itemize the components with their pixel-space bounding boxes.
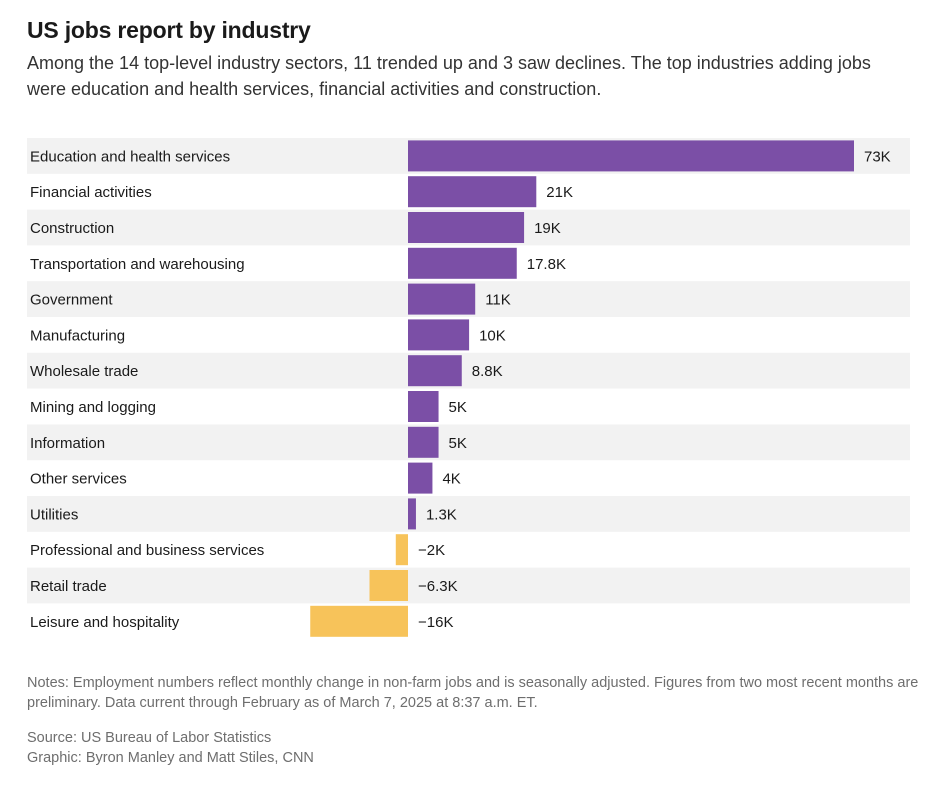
category-label: Mining and logging: [30, 399, 156, 416]
value-label: −6.3K: [418, 578, 458, 595]
bar: [408, 462, 433, 494]
category-label: Financial activities: [30, 184, 152, 201]
value-label: 19K: [534, 220, 561, 237]
value-label: 11K: [485, 292, 511, 309]
category-label: Manufacturing: [30, 327, 125, 344]
value-label: 10K: [479, 327, 506, 344]
category-label: Education and health services: [30, 148, 230, 165]
category-label: Government: [30, 292, 113, 309]
row-band: [27, 496, 910, 532]
chart-graphic-credit: Graphic: Byron Manley and Matt Stiles, C…: [27, 750, 314, 766]
value-label: −16K: [418, 614, 453, 631]
category-label: Utilities: [30, 506, 78, 523]
bar: [369, 570, 408, 601]
chart-credits: Source: US Bureau of Labor Statistics Gr…: [27, 728, 314, 768]
bar: [395, 534, 408, 566]
chart-source: Source: US Bureau of Labor Statistics: [27, 730, 272, 746]
bar: [408, 247, 517, 279]
chart-title: US jobs report by industry: [27, 17, 311, 43]
value-label: 8.8K: [472, 363, 503, 380]
row-band: [27, 424, 910, 461]
category-label: Other services: [30, 471, 127, 488]
bar: [408, 176, 537, 208]
value-label: 17.8K: [527, 256, 566, 273]
category-label: Information: [30, 435, 105, 452]
value-label: 4K: [442, 471, 460, 488]
value-label: 1.3K: [426, 506, 457, 523]
bar: [408, 426, 439, 458]
value-label: 5K: [449, 399, 467, 416]
chart-subtitle: Among the 14 top-level industry sectors,…: [27, 53, 871, 99]
bar: [408, 319, 470, 351]
bar: [408, 212, 525, 243]
value-label: −2K: [418, 542, 445, 559]
chart-notes: Notes: Employment numbers reflect monthl…: [27, 675, 919, 711]
bar: [408, 498, 416, 530]
category-label: Professional and business services: [30, 542, 264, 559]
bar: [408, 391, 439, 422]
value-label: 21K: [546, 184, 573, 201]
bar: [408, 355, 462, 387]
bar: [310, 605, 408, 637]
bar: [408, 140, 854, 172]
row-band: [27, 567, 910, 604]
row-band: [27, 352, 910, 389]
category-label: Construction: [30, 220, 114, 237]
value-label: 5K: [449, 435, 467, 452]
value-label: 73K: [864, 148, 891, 165]
category-label: Wholesale trade: [30, 363, 138, 380]
category-label: Transportation and warehousing: [30, 256, 245, 273]
bar: [408, 283, 476, 315]
category-label: Leisure and hospitality: [30, 614, 180, 631]
category-label: Retail trade: [30, 578, 107, 595]
